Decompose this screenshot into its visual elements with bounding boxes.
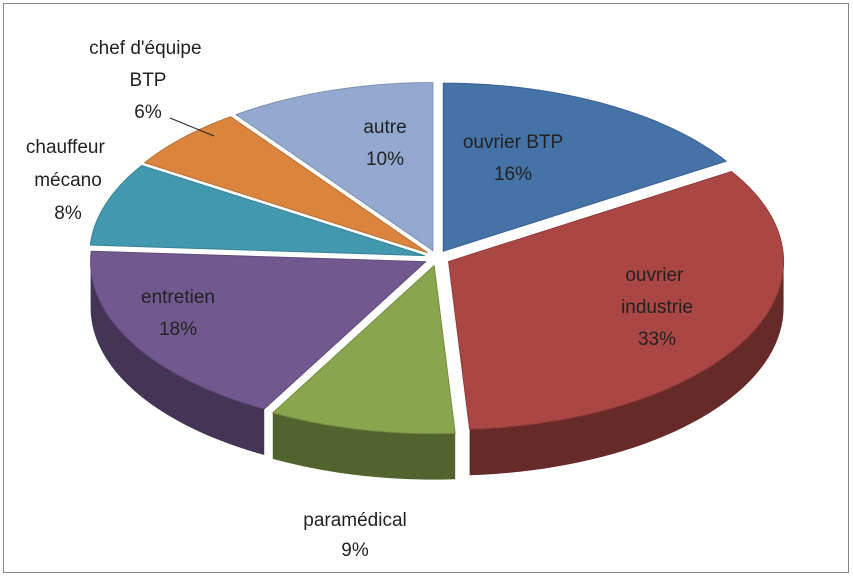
leader-line (169, 117, 215, 137)
slice-side (272, 412, 456, 480)
value-label: 16% (494, 164, 532, 185)
slice (143, 116, 428, 254)
slice-side (469, 261, 784, 476)
slice-label: entretien (141, 287, 215, 308)
slice-label: autre (363, 117, 406, 138)
slice (271, 264, 456, 435)
value-label: 33% (638, 329, 676, 350)
slice (448, 170, 785, 430)
slice-label: ouvrier industrie (621, 265, 693, 318)
value-label: 10% (366, 149, 404, 170)
slice (234, 82, 434, 252)
labels: ouvrier BTP 16% ouvrier industrie 33% paramé… (26, 38, 693, 561)
slice (90, 250, 427, 410)
pie-tops (89, 82, 785, 435)
slice-label: paramédical (303, 510, 407, 531)
slice-label: ouvrier BTP (463, 132, 563, 153)
value-label: 8% (54, 203, 82, 224)
slice-label: chef d'équipe BTP (89, 38, 207, 91)
slice (89, 165, 425, 257)
slice-label: chauffeur mécano (26, 137, 110, 191)
value-label: 18% (159, 319, 197, 340)
slice-side (90, 261, 265, 455)
value-label: 9% (341, 540, 369, 561)
slice (442, 82, 728, 252)
value-label: 6% (134, 102, 162, 123)
pie-sides (90, 261, 784, 480)
